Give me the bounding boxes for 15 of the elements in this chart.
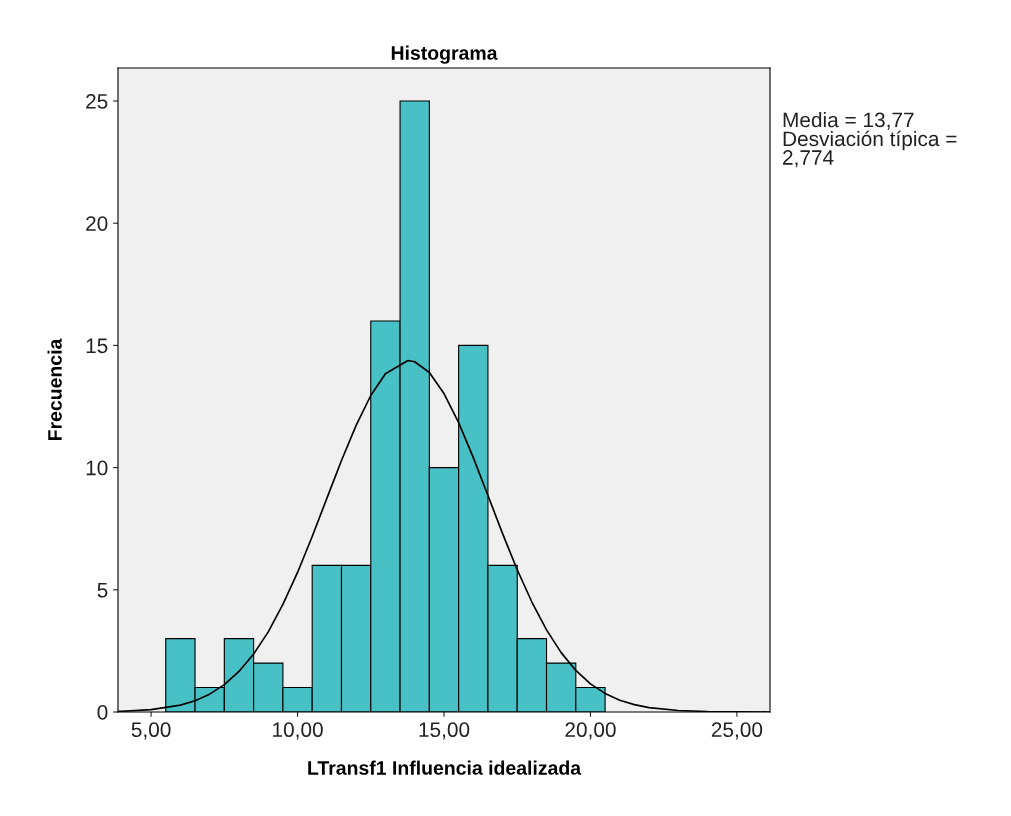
y-tick-label: 15	[86, 338, 108, 354]
x-tick-label: 20,00	[565, 722, 616, 740]
x-tick-label: 25,00	[711, 722, 763, 740]
text: Media = 13,77 Desviación típica = 2,774	[783, 112, 957, 168]
x-axis-title: LTransf1 Influencia idealizada	[308, 760, 582, 775]
y-tick-label: 0	[97, 705, 108, 720]
x-tick-label: 5,00	[131, 722, 171, 740]
y-tick-label: 20	[86, 216, 108, 231]
x-tick-label: 10,00	[273, 722, 323, 740]
x-tick-label: 15,00	[419, 722, 470, 740]
y-tick-label: 5	[97, 583, 108, 598]
y-tick-label: 10	[86, 460, 108, 476]
y-axis-title: Frecuencia	[47, 338, 62, 441]
y-tick-label: 25	[86, 94, 108, 109]
chart-title: Histograma	[391, 45, 498, 64]
